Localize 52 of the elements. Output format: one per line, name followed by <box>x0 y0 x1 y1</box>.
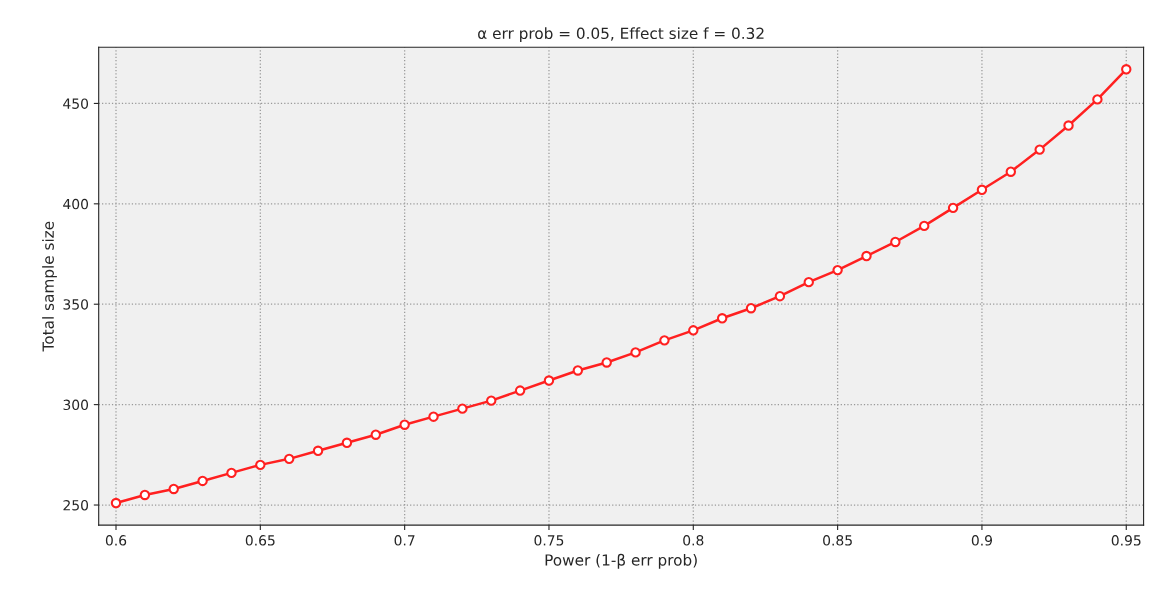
x-tick-label: 0.9 <box>971 535 993 546</box>
point <box>1121 64 1132 75</box>
point <box>1034 144 1045 155</box>
point <box>1005 166 1017 177</box>
point <box>774 290 786 302</box>
point <box>255 459 266 471</box>
x-axis-title: Power (1-β err prob) <box>545 553 697 569</box>
point <box>110 497 122 509</box>
point <box>803 276 814 288</box>
point <box>457 403 468 414</box>
y-tick-label: 450 <box>63 98 89 109</box>
x-tick-label: 0.75 <box>534 535 564 546</box>
x-tick-label: 0.6 <box>105 535 127 546</box>
point <box>283 453 295 465</box>
chart-title: α err prob = 0.05, Effect size f = 0.32 <box>478 27 764 43</box>
point <box>428 411 439 422</box>
x-tick-label: 0.8 <box>683 535 704 546</box>
point <box>312 445 324 457</box>
point <box>341 437 353 448</box>
point <box>832 264 843 276</box>
point <box>197 475 208 487</box>
point <box>630 347 641 358</box>
point <box>543 375 555 386</box>
y-axis-title: Total sample size <box>42 221 57 352</box>
point <box>486 395 497 406</box>
y-tick-label: 350 <box>63 299 89 310</box>
point <box>947 202 959 214</box>
point <box>745 303 757 314</box>
point <box>370 429 381 440</box>
point <box>688 325 699 336</box>
y-tick-label: 300 <box>63 399 89 411</box>
x-tick-label: 0.85 <box>823 535 852 546</box>
point <box>659 335 670 346</box>
point <box>1063 120 1074 131</box>
point <box>890 236 901 248</box>
point <box>572 365 584 376</box>
point <box>399 419 410 430</box>
x-tick-label: 0.95 <box>1111 535 1141 546</box>
point <box>139 489 151 501</box>
point <box>226 467 237 479</box>
point <box>919 220 930 232</box>
y-tick-label: 250 <box>63 499 89 511</box>
point <box>601 357 612 368</box>
point <box>1092 94 1103 105</box>
point <box>976 184 988 195</box>
x-tick-label: 0.7 <box>394 535 415 546</box>
y-tick-label: 400 <box>63 198 89 210</box>
x-tick-label: 0.65 <box>245 535 275 546</box>
point <box>168 483 179 495</box>
point <box>514 385 526 396</box>
point <box>716 313 728 324</box>
point <box>861 250 872 262</box>
